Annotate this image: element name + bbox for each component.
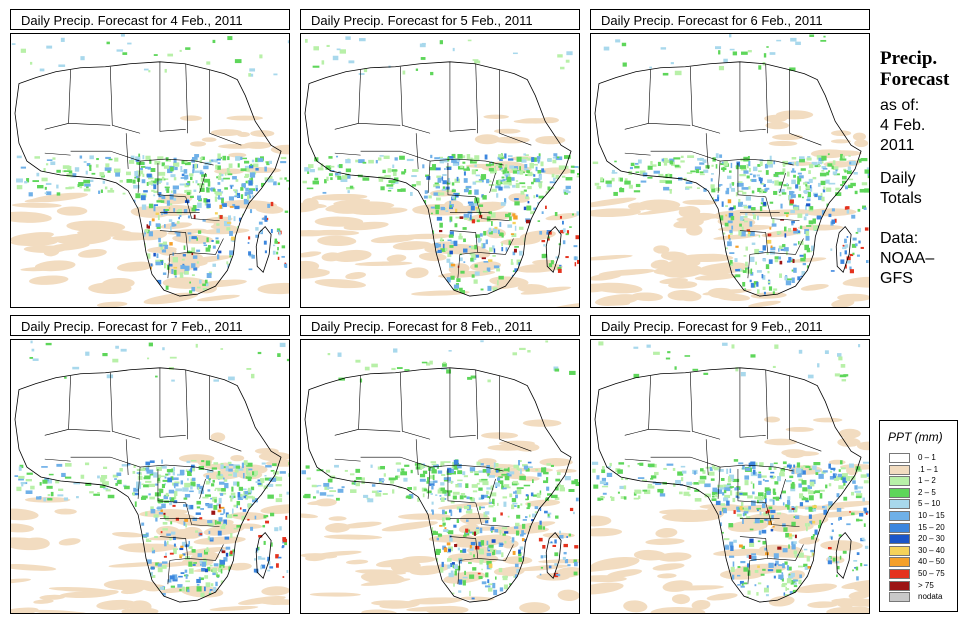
precip-map (300, 339, 580, 614)
africa-precip-map (11, 340, 289, 613)
panel-title: Daily Precip. Forecast for 7 Feb., 2011 (10, 315, 290, 336)
data-label: Data: (880, 230, 919, 247)
legend-label: 5 – 10 (918, 499, 941, 509)
legend-swatch (889, 453, 910, 463)
legend-item: 40 – 50 (889, 557, 955, 568)
legend-swatch (889, 487, 910, 498)
legend-swatch (889, 592, 910, 603)
heading-line: Forecast (880, 69, 950, 90)
legend-title: PPT (mm) (888, 430, 943, 444)
legend-item: 20 – 30 (889, 534, 955, 545)
totals-line: Totals (880, 190, 922, 207)
legend-swatch (889, 522, 910, 533)
panel-title: Daily Precip. Forecast for 5 Feb., 2011 (300, 9, 580, 30)
precip-map (300, 33, 580, 308)
legend-label: .1 – 1 (918, 464, 939, 474)
precip-map (590, 33, 870, 308)
legend-swatch (889, 499, 910, 510)
legend-swatch (889, 569, 910, 579)
legend-label: > 75 (918, 580, 934, 590)
legend-swatch (889, 464, 910, 475)
legend-item: 30 – 40 (889, 545, 955, 557)
asof-block: as of: 4 Feb. 2011 (880, 96, 964, 156)
legend-label: 50 – 75 (918, 569, 945, 578)
africa-precip-map (301, 340, 579, 613)
forecast-panel-feb6: Daily Precip. Forecast for 6 Feb., 2011 (590, 9, 870, 308)
africa-precip-map (301, 36, 579, 307)
forecast-panel-feb8: Daily Precip. Forecast for 8 Feb., 2011 (300, 315, 580, 614)
panel-title: Daily Precip. Forecast for 8 Feb., 2011 (300, 315, 580, 336)
asof-date: 4 Feb. (880, 117, 926, 134)
legend-swatch (889, 557, 910, 568)
forecast-panel-feb7: Daily Precip. Forecast for 7 Feb., 2011 (10, 315, 290, 614)
forecast-panel-feb9: Daily Precip. Forecast for 9 Feb., 2011 (590, 315, 870, 614)
legend-swatch (889, 545, 910, 556)
legend-label: nodata (918, 592, 943, 602)
forecast-panel-feb5: Daily Precip. Forecast for 5 Feb., 2011 (300, 9, 580, 308)
africa-precip-map (11, 34, 289, 307)
legend-label: 20 – 30 (918, 534, 945, 544)
data-source: GFS (880, 270, 913, 287)
data-source-block: Data: NOAA– GFS (880, 229, 964, 289)
data-source: NOAA– (880, 250, 935, 267)
sidebar-heading: Precip. Forecast (880, 48, 964, 90)
legend-label: 10 – 15 (918, 511, 945, 520)
legend-item: 2 – 5 (889, 487, 955, 499)
legend-item: > 75 (889, 580, 955, 592)
precip-map (10, 33, 290, 308)
legend-item: 10 – 15 (889, 511, 955, 522)
africa-precip-map (591, 34, 869, 307)
legend-item: 50 – 75 (889, 569, 955, 580)
legend-item: 15 – 20 (889, 522, 955, 534)
precip-map (10, 339, 290, 614)
precip-map (590, 339, 870, 614)
totals-line: Daily (880, 170, 916, 187)
forecast-panel-feb4: Daily Precip. Forecast for 4 Feb., 2011 (10, 9, 290, 308)
legend-item: nodata (889, 592, 955, 603)
heading-line: Precip. (880, 48, 938, 69)
legend-label: 15 – 20 (918, 522, 945, 532)
legend-swatch (889, 534, 910, 545)
africa-precip-map (591, 341, 869, 613)
legend-swatch (889, 476, 910, 487)
panel-title: Daily Precip. Forecast for 6 Feb., 2011 (590, 9, 870, 30)
legend-label: 0 – 1 (918, 453, 936, 462)
legend-label: 2 – 5 (918, 487, 936, 497)
asof-year: 2011 (880, 137, 915, 154)
legend-swatch (889, 580, 910, 591)
legend-item: 5 – 10 (889, 499, 955, 510)
legend-label: 40 – 50 (918, 557, 945, 567)
totals-block: Daily Totals (880, 169, 964, 209)
legend-item: 1 – 2 (889, 476, 955, 487)
asof-label: as of: (880, 97, 920, 114)
legend-label: 1 – 2 (918, 476, 936, 486)
legend-swatch (889, 511, 910, 521)
legend-item: 0 – 1 (889, 453, 955, 464)
panel-title: Daily Precip. Forecast for 4 Feb., 2011 (10, 9, 290, 30)
legend-item: .1 – 1 (889, 464, 955, 476)
panel-title: Daily Precip. Forecast for 9 Feb., 2011 (590, 315, 870, 336)
legend-label: 30 – 40 (918, 545, 945, 555)
